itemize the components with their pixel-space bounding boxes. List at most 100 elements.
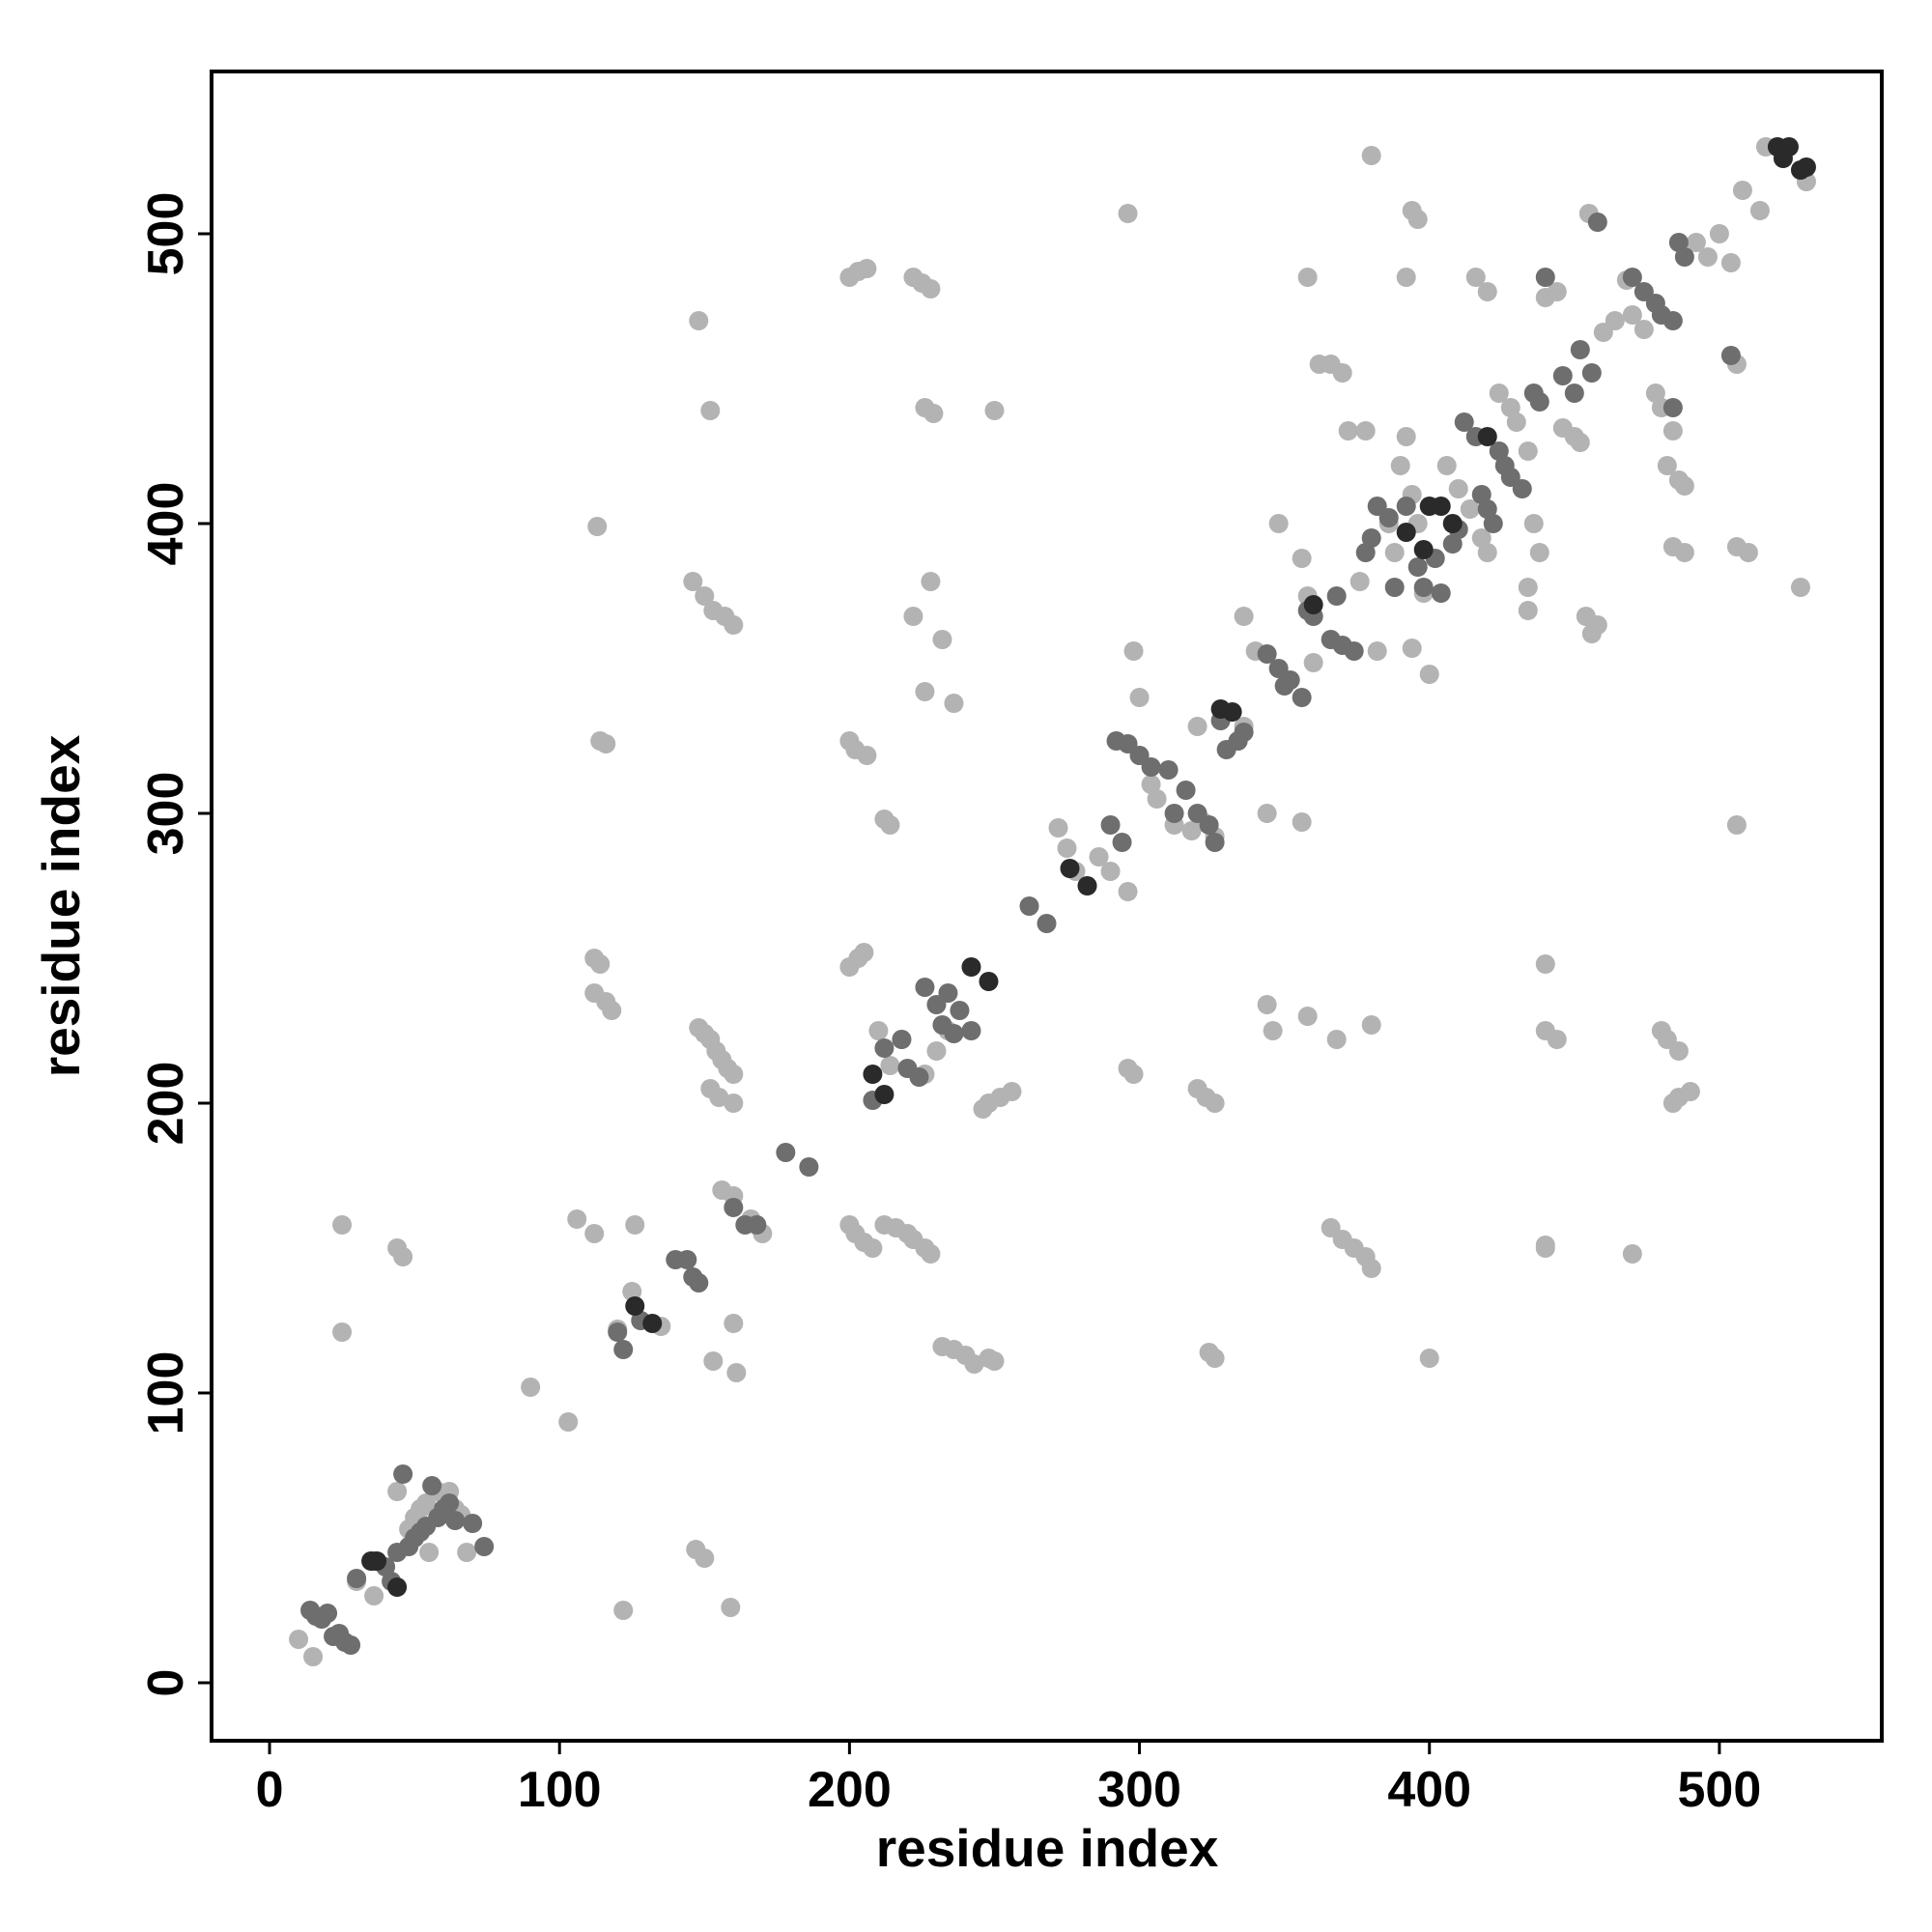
point bbox=[880, 815, 900, 835]
point bbox=[932, 630, 952, 649]
point bbox=[868, 1021, 889, 1040]
point bbox=[567, 1209, 587, 1229]
point bbox=[1060, 859, 1080, 878]
point bbox=[463, 1514, 483, 1533]
point bbox=[961, 957, 981, 977]
point bbox=[1518, 441, 1538, 461]
point bbox=[642, 1314, 663, 1333]
point bbox=[1280, 670, 1300, 690]
point bbox=[689, 311, 709, 330]
point bbox=[1037, 914, 1057, 933]
point bbox=[703, 1351, 724, 1371]
point bbox=[1205, 1094, 1225, 1113]
point bbox=[1431, 583, 1451, 603]
point bbox=[1720, 253, 1741, 272]
point bbox=[1442, 514, 1463, 533]
point bbox=[1622, 305, 1642, 325]
point bbox=[1338, 421, 1358, 440]
point bbox=[1367, 641, 1387, 661]
point bbox=[1147, 789, 1167, 809]
point bbox=[1118, 204, 1138, 223]
point bbox=[1552, 366, 1573, 385]
point bbox=[979, 972, 999, 991]
point bbox=[1205, 1349, 1225, 1368]
point bbox=[1547, 282, 1567, 301]
point bbox=[1749, 201, 1770, 220]
x-tick-label: 200 bbox=[808, 1762, 892, 1818]
point bbox=[1529, 392, 1549, 412]
point bbox=[1796, 157, 1816, 177]
point bbox=[1350, 572, 1370, 591]
point bbox=[726, 1363, 747, 1382]
point bbox=[923, 404, 944, 423]
point bbox=[1268, 514, 1289, 533]
point bbox=[1587, 213, 1607, 232]
y-tick-label: 500 bbox=[138, 192, 194, 276]
point bbox=[1297, 1007, 1318, 1026]
point bbox=[1100, 862, 1121, 881]
point bbox=[863, 1065, 883, 1084]
point bbox=[387, 1482, 408, 1501]
point bbox=[1396, 497, 1416, 516]
point bbox=[709, 1088, 729, 1107]
point bbox=[1118, 1059, 1138, 1078]
point bbox=[613, 1601, 634, 1620]
point bbox=[1581, 363, 1602, 383]
point bbox=[1355, 543, 1376, 562]
point bbox=[1326, 1030, 1347, 1049]
point bbox=[1477, 543, 1497, 562]
y-tick-label: 100 bbox=[138, 1351, 194, 1435]
point bbox=[602, 1001, 622, 1020]
point bbox=[695, 586, 715, 606]
point bbox=[1002, 1082, 1022, 1101]
point bbox=[1292, 812, 1312, 832]
point bbox=[1622, 1244, 1642, 1264]
point bbox=[1657, 456, 1677, 475]
point bbox=[1634, 320, 1654, 339]
point bbox=[303, 1647, 324, 1666]
point bbox=[1686, 233, 1706, 252]
point bbox=[457, 1543, 477, 1562]
point bbox=[1234, 723, 1254, 742]
point bbox=[1570, 433, 1590, 452]
point bbox=[1112, 833, 1132, 852]
point bbox=[387, 1577, 408, 1597]
y-tick-label: 200 bbox=[138, 1062, 194, 1146]
point bbox=[422, 1476, 442, 1495]
point bbox=[1141, 757, 1161, 777]
point bbox=[1361, 146, 1381, 165]
point bbox=[590, 954, 611, 974]
point bbox=[1674, 543, 1694, 562]
point bbox=[700, 401, 721, 420]
point bbox=[909, 1067, 929, 1087]
point bbox=[584, 1224, 605, 1243]
point bbox=[1222, 702, 1242, 722]
point bbox=[1454, 412, 1474, 432]
point bbox=[587, 517, 608, 536]
point bbox=[1680, 1082, 1700, 1101]
point bbox=[944, 694, 964, 713]
point bbox=[921, 572, 941, 591]
point bbox=[1738, 543, 1758, 562]
point bbox=[1448, 479, 1468, 498]
point bbox=[1089, 847, 1109, 867]
x-tick-label: 300 bbox=[1097, 1762, 1181, 1818]
point bbox=[938, 983, 958, 1003]
point bbox=[944, 1024, 964, 1043]
point bbox=[689, 1273, 709, 1293]
point bbox=[1726, 815, 1747, 835]
point bbox=[1419, 665, 1439, 684]
point bbox=[1709, 224, 1729, 243]
point bbox=[1506, 412, 1526, 432]
point bbox=[1471, 485, 1492, 504]
point bbox=[332, 1215, 353, 1235]
point bbox=[341, 1635, 361, 1655]
point bbox=[332, 1322, 353, 1342]
point bbox=[1344, 641, 1364, 661]
point bbox=[1384, 578, 1405, 597]
point bbox=[1489, 441, 1509, 461]
point bbox=[440, 1493, 460, 1513]
point bbox=[596, 734, 616, 753]
point bbox=[1292, 688, 1312, 707]
